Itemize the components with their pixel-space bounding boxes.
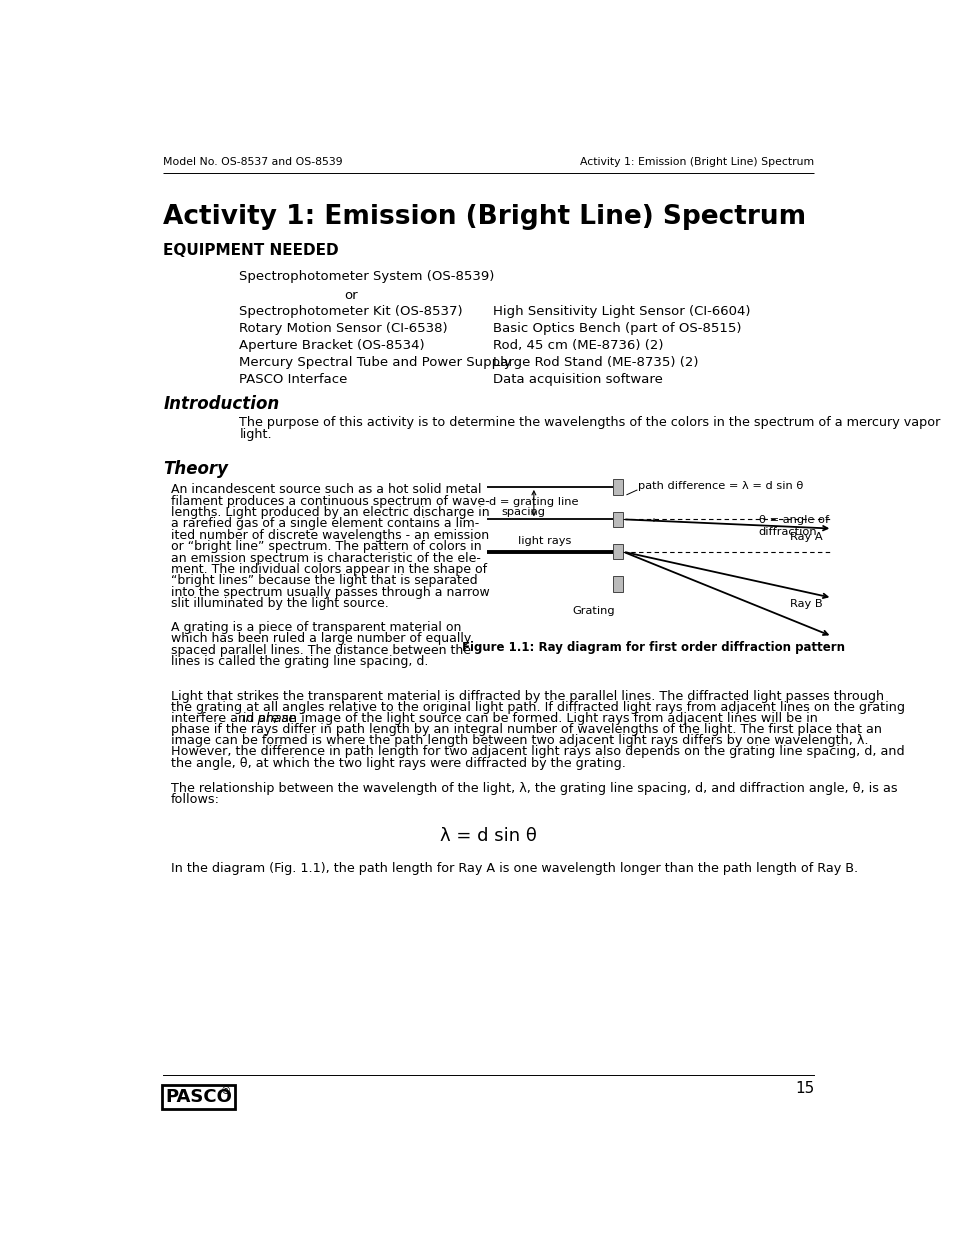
Text: ment. The individual colors appear in the shape of: ment. The individual colors appear in th… [171,563,487,576]
Text: interfere and are: interfere and are [171,711,283,725]
Text: ®: ® [220,1087,231,1097]
Text: The purpose of this activity is to determine the wavelengths of the colors in th: The purpose of this activity is to deter… [239,416,940,429]
Text: PASCO: PASCO [165,1088,232,1105]
Text: EQUIPMENT NEEDED: EQUIPMENT NEEDED [163,243,338,258]
Text: Theory: Theory [163,461,228,478]
Text: The relationship between the wavelength of the light, λ, the grating line spacin: The relationship between the wavelength … [171,782,897,794]
Text: Light that strikes the transparent material is diffracted by the parallel lines.: Light that strikes the transparent mater… [171,689,883,703]
Text: Ray A: Ray A [789,532,821,542]
Text: , an image of the light source can be formed. Light rays from adjacent lines wil: , an image of the light source can be fo… [273,711,817,725]
Bar [612,577,622,592]
Text: Introduction: Introduction [163,395,279,412]
Text: Grating: Grating [572,605,615,615]
Text: Ray B: Ray B [789,599,821,609]
Text: or “bright line” spectrum. The pattern of colors in: or “bright line” spectrum. The pattern o… [171,540,481,553]
Text: Basic Optics Bench (part of OS-8515): Basic Optics Bench (part of OS-8515) [493,322,740,335]
Text: filament produces a continuous spectrum of wave-: filament produces a continuous spectrum … [171,494,489,508]
Text: the angle, θ, at which the two light rays were diffracted by the grating.: the angle, θ, at which the two light ray… [171,757,625,769]
Text: Large Rod Stand (ME-8735) (2): Large Rod Stand (ME-8735) (2) [493,356,698,369]
Text: Aperture Bracket (OS-8534): Aperture Bracket (OS-8534) [239,340,424,352]
Text: slit illuminated by the light source.: slit illuminated by the light source. [171,597,389,610]
Text: d = grating line: d = grating line [488,496,578,506]
Text: Data acquisition software: Data acquisition software [493,373,662,387]
Text: 15: 15 [795,1081,814,1095]
Bar [612,511,622,527]
Text: λ = d sin θ: λ = d sin θ [440,827,537,845]
Text: “bright lines” because the light that is separated: “bright lines” because the light that is… [171,574,477,588]
Text: lengths. Light produced by an electric discharge in: lengths. Light produced by an electric d… [171,506,489,519]
Text: the grating at all angles relative to the original light path. If diffracted lig: the grating at all angles relative to th… [171,700,904,714]
Text: Rotary Motion Sensor (CI-6538): Rotary Motion Sensor (CI-6538) [239,322,448,335]
Text: path difference = λ = d sin θ: path difference = λ = d sin θ [638,480,803,490]
Text: An incandescent source such as a hot solid metal: An incandescent source such as a hot sol… [171,483,481,496]
Text: ited number of discrete wavelengths - an emission: ited number of discrete wavelengths - an… [171,529,489,542]
Text: an emission spectrum is characteristic of the ele-: an emission spectrum is characteristic o… [171,552,480,564]
Text: High Sensitivity Light Sensor (CI-6604): High Sensitivity Light Sensor (CI-6604) [493,305,749,319]
Text: light.: light. [239,429,272,441]
Text: in phase: in phase [241,711,295,725]
Text: which has been ruled a large number of equally: which has been ruled a large number of e… [171,632,471,645]
Bar [612,543,622,559]
Text: spaced parallel lines. The distance between the: spaced parallel lines. The distance betw… [171,643,471,657]
Text: follows:: follows: [171,793,220,805]
Text: Activity 1: Emission (Bright Line) Spectrum: Activity 1: Emission (Bright Line) Spect… [163,204,805,230]
Text: A grating is a piece of transparent material on: A grating is a piece of transparent mate… [171,621,461,634]
Text: Figure 1.1: Ray diagram for first order diffraction pattern: Figure 1.1: Ray diagram for first order … [462,641,844,655]
Text: into the spectrum usually passes through a narrow: into the spectrum usually passes through… [171,585,490,599]
Text: Model No. OS-8537 and OS-8539: Model No. OS-8537 and OS-8539 [163,157,343,167]
Text: image can be formed is where the path length between two adjacent light rays dif: image can be formed is where the path le… [171,734,868,747]
Text: Mercury Spectral Tube and Power Supply: Mercury Spectral Tube and Power Supply [239,356,512,369]
Text: PASCO Interface: PASCO Interface [239,373,348,387]
Text: θ = angle of: θ = angle of [758,515,828,525]
Bar [612,479,622,495]
Text: a rarefied gas of a single element contains a lim-: a rarefied gas of a single element conta… [171,517,479,530]
Text: diffraction: diffraction [758,527,817,537]
Text: Activity 1: Emission (Bright Line) Spectrum: Activity 1: Emission (Bright Line) Spect… [579,157,814,167]
Text: light rays: light rays [517,536,571,546]
Text: Rod, 45 cm (ME-8736) (2): Rod, 45 cm (ME-8736) (2) [493,340,662,352]
Text: or: or [344,289,357,303]
Text: spacing: spacing [500,508,545,517]
Text: lines is called the grating line spacing, d.: lines is called the grating line spacing… [171,655,428,668]
Text: However, the difference in path length for two adjacent light rays also depends : However, the difference in path length f… [171,746,903,758]
Text: phase if the rays differ in path length by an integral number of wavelengths of : phase if the rays differ in path length … [171,722,882,736]
Text: Spectrophotometer Kit (OS-8537): Spectrophotometer Kit (OS-8537) [239,305,462,319]
Text: In the diagram (Fig. 1.1), the path length for Ray A is one wavelength longer th: In the diagram (Fig. 1.1), the path leng… [171,862,858,874]
Text: Spectrophotometer System (OS-8539): Spectrophotometer System (OS-8539) [239,270,495,283]
